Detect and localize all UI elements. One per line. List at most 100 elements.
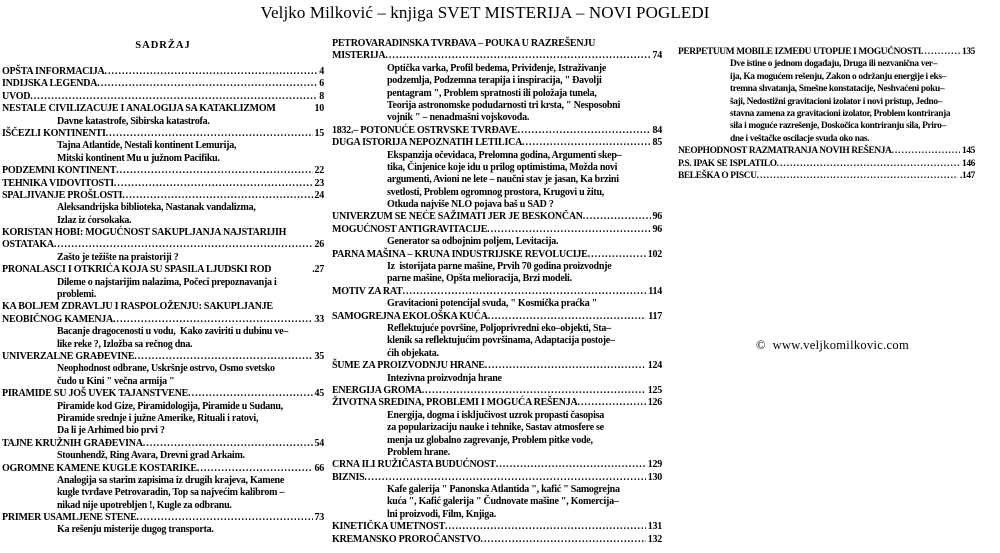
dot-leader [364, 472, 645, 484]
dot-leader [137, 512, 313, 524]
toc-entry-text: Energija, dogma i isključivost uzrok pro… [387, 409, 604, 421]
page-number: 145 [961, 146, 975, 157]
toc-entry-text: PRONALASCI I OTKRIĆA KOJA SU SPASILA LJU… [2, 264, 272, 276]
toc-subtopic-line: Piramide kod Gize, Piramidologija, Piram… [2, 401, 324, 413]
toc-subtopic-line: Otkuda najviše NLO pojava baš u SAD ? [332, 199, 662, 211]
dot-leader [485, 360, 646, 372]
dot-leader [403, 286, 647, 298]
toc-subtopic-line: kugle tvrđave Petrovaradin, Top sa najve… [2, 487, 324, 499]
toc-entry-text: ŠUME ZA PROIZVODNJU HRANE [332, 360, 485, 372]
toc-entry-text: tremna shvatanja, Smešne konstatacije, N… [730, 84, 945, 95]
toc-entry-text: Iz istorijata parne mašine, Prvih 70 god… [387, 261, 612, 273]
toc-entry-text: dne i veštačke oscilacje svuda oko nas. [730, 133, 870, 144]
toc-entry-text: UVOD [2, 90, 31, 102]
toc-subtopic-line: Izlaz iz ćorsokaka. [2, 215, 324, 227]
toc-entry-text: Tajna Atlantide, Nestali kontinent Lemur… [57, 140, 237, 152]
page-number: 24 [314, 189, 325, 201]
toc-entry-text: Ekspanzija očevidaca, Prelomna godina, A… [387, 149, 622, 161]
toc-entry-text: UNIVERZALNE GRAĐEVINE [2, 350, 135, 362]
toc-entry-line: MISTERIJA 74 [332, 50, 662, 62]
dot-leader [54, 239, 313, 251]
toc-entry-text: NEOPHODNOST RAZMATRANJA NOVIH REŠENJA [678, 146, 892, 157]
dot-leader [422, 385, 646, 397]
dot-leader [105, 66, 318, 78]
toc-entry-line: DUGA ISTORIJA NEPOZNATIH LETILICA 85 [332, 137, 662, 149]
toc-entry-text: kuća ", Kafić galerija " Čudnovate mašin… [387, 496, 619, 508]
toc-entry-line: IŠČEZLI KONTINENTI 15 [2, 128, 324, 140]
toc-entry-text: Da li je Arhimed bio prvi ? [57, 425, 165, 437]
toc-entry-line: BIZNIS 130 [332, 472, 662, 484]
toc-entry-line: PERPETUUM MOBILE IZMEĐU UTOPIJE I MOGUĆN… [678, 46, 975, 58]
toc-entry-text: KA BOLJEM ZDRAVLJU I RASPOLOŽENJU: SAKUP… [2, 301, 273, 313]
toc-entry-text: PRIMER USAMLJENE STENE [2, 512, 137, 524]
toc-entry-text: Davne katastrofe, Sibirska katastrofa. [57, 115, 210, 127]
dot-leader [143, 438, 313, 450]
toc-entry-text: TEHNIKA VIDOVITOSTI [2, 177, 114, 189]
dot-leader [488, 311, 647, 323]
page-number: 85 [652, 137, 663, 149]
toc-entry-text: 1832.– POTONUĆE OSTRVSKE TVRĐAVE [332, 124, 518, 136]
page-title: Veljko Milković – knjiga SVET MISTERIJA … [260, 3, 710, 22]
toc-subtopic-line: svetlosti, Problem ogromnog prostora, Kr… [332, 187, 662, 199]
toc-subtopic-line: ija, Ka mogućem rešenju, Zakon o održanj… [678, 71, 975, 83]
page-number: 6 [319, 78, 324, 90]
dot-leader [385, 50, 650, 62]
toc-subtopic-line: tremna shvatanja, Smešne konstatacije, N… [678, 83, 975, 95]
page-number: 8 [319, 90, 324, 102]
toc-entry-text: Dileme o najstarijim nalazima, Počeci pr… [57, 276, 277, 288]
page-number: 35 [314, 350, 325, 362]
page-number: 15 [314, 127, 325, 139]
page-number: 131 [647, 521, 663, 533]
toc-entry-line: PODZEMNI KONTINENT 22 [2, 165, 324, 177]
dot-leader [122, 190, 312, 202]
toc-entry-line: KREMANSKO PROROČANSTVO 132 [332, 534, 662, 546]
toc-subtopic-line: like reke ?, Izložba sa rečnog dna. [2, 339, 324, 351]
toc-subtopic-line: Dve istine o jednom događaju, Druga ili … [678, 58, 975, 70]
toc-entry-text: UNIVERZUM SE NEĆE SAŽIMATI JER JE BESKON… [332, 211, 583, 223]
toc-entry-text: KINETIČKA UMETNOST [332, 521, 446, 533]
page-number: 66 [314, 462, 325, 474]
page-number: 129 [647, 459, 663, 471]
dot-leader [522, 137, 650, 149]
page-number: 74 [652, 50, 663, 62]
page-number: 102 [647, 248, 663, 260]
toc-entry-text: ćih objekata. [387, 347, 439, 359]
page-number: 26 [314, 239, 325, 251]
toc-entry-text: problemi. [57, 289, 96, 301]
dot-leader [445, 521, 646, 533]
toc-entry-line: PRIMER USAMLJENE STENE 73 [2, 512, 324, 524]
toc-entry-text: Intezivna proizvodnja hrane [387, 372, 502, 384]
dot-leader [114, 178, 313, 190]
toc-entry-text: INDIJSKA LEGENDA [2, 78, 98, 90]
dot-leader [496, 459, 646, 471]
toc-subtopic-line: argumenti, Avioni ne lete – naučni stav … [332, 174, 662, 186]
dot-leader [30, 91, 317, 103]
page-number: 135 [961, 47, 975, 57]
toc-entry-text: svetlosti, Problem ogromnog prostora, Kr… [387, 186, 605, 198]
toc-entry-line: KINETIČKA UMETNOST 131 [332, 521, 662, 533]
toc-column-middle: PETROVARADINSKA TVRĐAVA – POUKA U RAZREŠ… [332, 38, 662, 546]
toc-entry-text: BIZNIS [332, 471, 365, 483]
toc-entry-text: DUGA ISTORIJA NEPOZNATIH LETILICA [332, 137, 523, 149]
toc-subtopic-line: sila i moguće razrešenje, Doskočica kont… [678, 120, 975, 132]
toc-entry-text: pentagram ", Problem spratnosti ili polo… [387, 87, 597, 99]
toc-entry-text: šaji, Nedostižni gravitacioni izolator i… [730, 96, 943, 107]
toc-entry-text: Stounhendž, Ring Avara, Drevni grad Arka… [57, 450, 245, 462]
toc-entry-text: ija, Ka mogućem rešenju, Zakon o održanj… [730, 71, 947, 82]
toc-subtopic-line: tika, Činjenice koje idu u prilog optimi… [332, 162, 662, 174]
toc-entry-text: Ka rešenju misterije dugog transporta. [57, 524, 214, 536]
toc-entry-text: NEOBIČNOG KAMENJA [2, 313, 114, 325]
toc-entry-text: parne mašine, Opšta melioracija, Brzi mo… [387, 273, 572, 285]
toc-entry-text: Gravitacioni potencijal svuda, " Kosmičk… [387, 298, 597, 310]
toc-entry-text: ENERGIJA GROMA [332, 384, 422, 396]
toc-entry-text: sila i moguće razrešenje, Doskočica kont… [730, 121, 946, 132]
toc-entry-text: Otkuda najviše NLO pojava baš u SAD ? [387, 199, 554, 211]
toc-subtopic-line: Optička varka, Profil bedema, Priviđenje… [332, 63, 662, 75]
toc-subtopic-line: Intezivna proizvodnja hrane [332, 373, 662, 385]
toc-subtopic-line: vojnik " – nenadmašni vojskovođa. [332, 112, 662, 124]
toc-entry-line: NESTALE CIVILIZACUJE I ANALOGIJA SA KATA… [2, 103, 324, 115]
dot-leader [518, 125, 651, 137]
toc-entry-text: stavna zamena za gravitacioni izolator, … [730, 108, 951, 119]
toc-entry-text: OSTATAKA [2, 239, 54, 251]
toc-entry-line: NEOBIČNOG KAMENJA 33 [2, 314, 324, 326]
